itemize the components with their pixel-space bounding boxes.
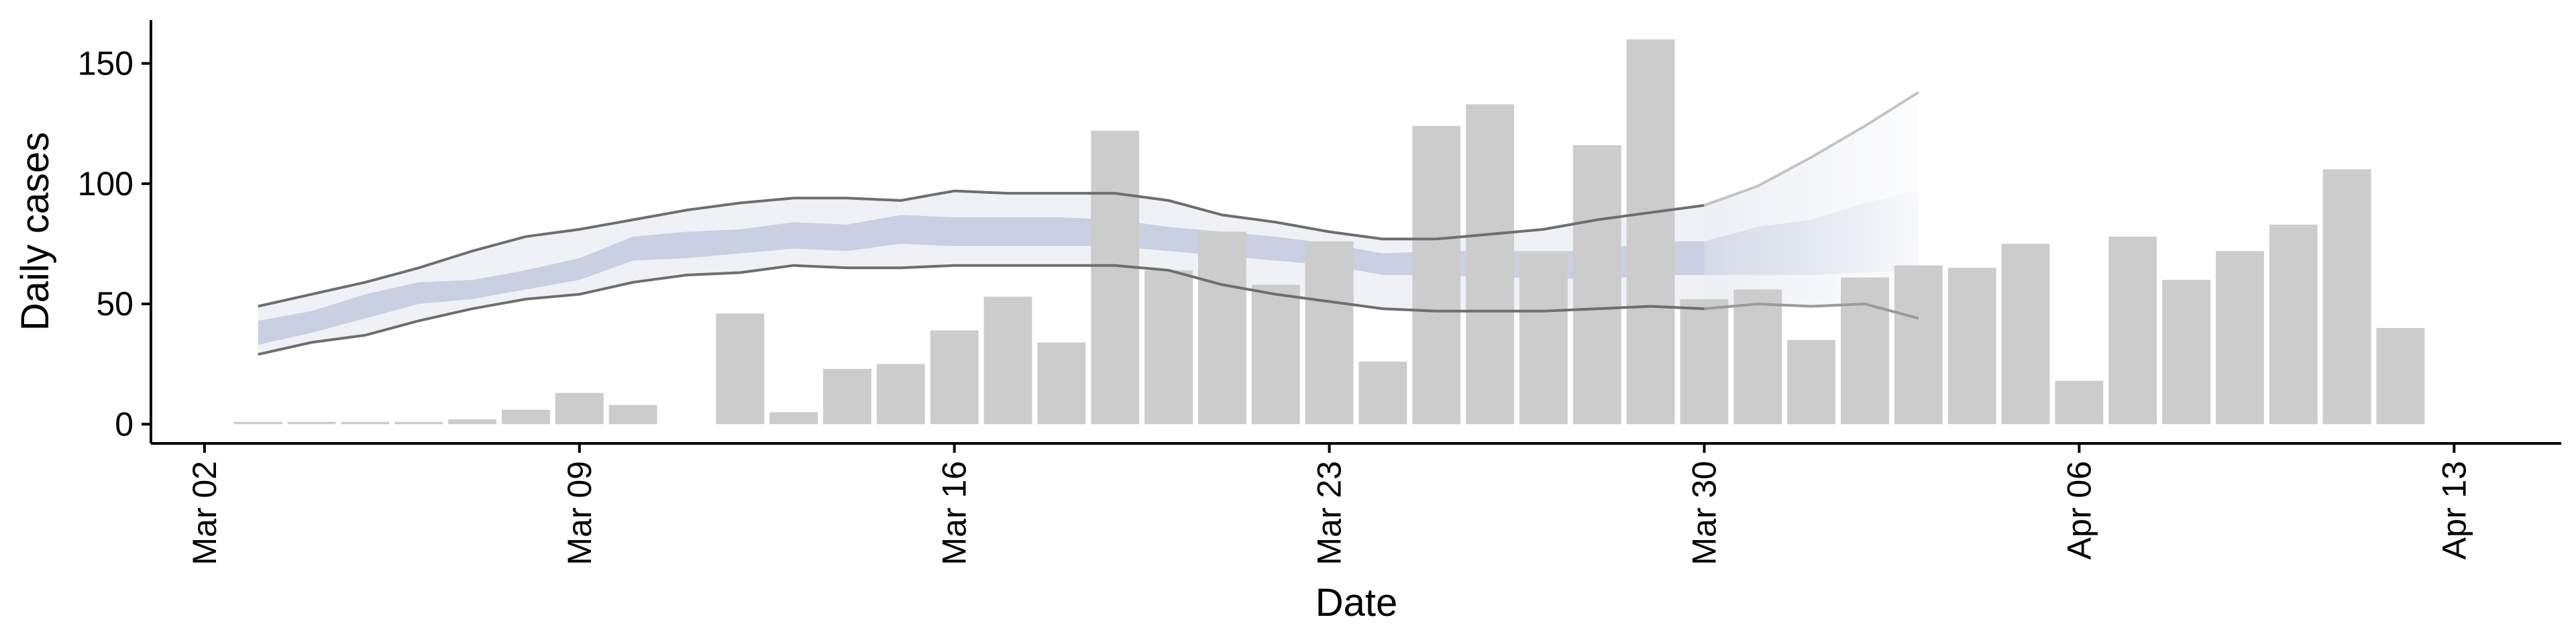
case-bar [716, 313, 765, 425]
case-bar [1412, 125, 1461, 425]
x-tick-label: Mar 16 [936, 461, 973, 566]
outer-band-upper-line [258, 189, 1705, 308]
case-bar [555, 392, 604, 425]
case-bar [1466, 104, 1515, 425]
case-bar [1787, 339, 1836, 425]
case-bar [1680, 299, 1729, 425]
case-bar [2376, 327, 2425, 425]
case-bar [1841, 277, 1889, 425]
case-bar [448, 419, 496, 425]
case-bar [2216, 251, 2264, 425]
case-bar [930, 330, 979, 425]
x-tick-label: Apr 06 [2060, 461, 2098, 559]
case-bar [287, 421, 336, 425]
case-bar [876, 364, 925, 425]
case-bar [1626, 39, 1675, 425]
case-bar [2108, 236, 2157, 425]
case-bar [233, 421, 282, 425]
inner-band-projected [1704, 191, 1919, 275]
outer-band-lower-line [258, 264, 1705, 356]
x-axis-ticks: Mar 02 Mar 09 Mar 16 Mar 23 Mar 30 Apr 06 Apr … [186, 443, 2473, 566]
x-tick-label: Mar 23 [1311, 461, 1348, 566]
case-bar [1572, 145, 1621, 425]
case-bar [1037, 342, 1086, 425]
projected-lower-line [1704, 303, 1919, 320]
case-bar [501, 409, 550, 425]
case-bar [2322, 169, 2371, 425]
x-axis-title: Date [1316, 581, 1398, 625]
axes [150, 20, 2561, 445]
case-bar [2055, 380, 2104, 425]
x-tick-label: Mar 30 [1686, 461, 1723, 566]
y-tick-label: 150 [78, 45, 133, 83]
y-tick-label: 0 [115, 405, 133, 443]
estimate-band-lines [258, 91, 1919, 356]
case-bar [2162, 280, 2211, 425]
y-axis-title: Daily cases [13, 132, 57, 331]
x-tick-label: Apr 13 [2435, 461, 2473, 559]
y-tick-label: 50 [96, 285, 133, 323]
case-bar [394, 421, 443, 425]
case-bar [1251, 284, 1300, 425]
case-bar [2001, 244, 2050, 425]
case-bar [608, 405, 657, 425]
case-bar [1358, 362, 1407, 425]
case-bar [1733, 289, 1782, 425]
case-bar [341, 421, 390, 425]
case-bar [769, 412, 818, 425]
case-bar [823, 368, 871, 425]
case-bar [2269, 224, 2318, 425]
projected-upper-line [1703, 91, 1919, 207]
daily-case-bars [233, 39, 2425, 425]
case-bar [1305, 241, 1354, 425]
outer-band-observed [258, 191, 1705, 355]
case-bar [1519, 253, 1568, 425]
case-bar [1197, 231, 1246, 425]
case-bar [983, 297, 1032, 425]
case-bar [1144, 270, 1193, 425]
y-axis-ticks: 0 50 100 150 [78, 45, 151, 443]
case-bar [1947, 268, 1996, 425]
x-tick-label: Mar 02 [186, 461, 223, 566]
case-bar [1894, 265, 1943, 425]
case-bar [1091, 130, 1140, 425]
x-tick-label: Mar 09 [561, 461, 598, 566]
y-tick-label: 100 [78, 165, 133, 203]
